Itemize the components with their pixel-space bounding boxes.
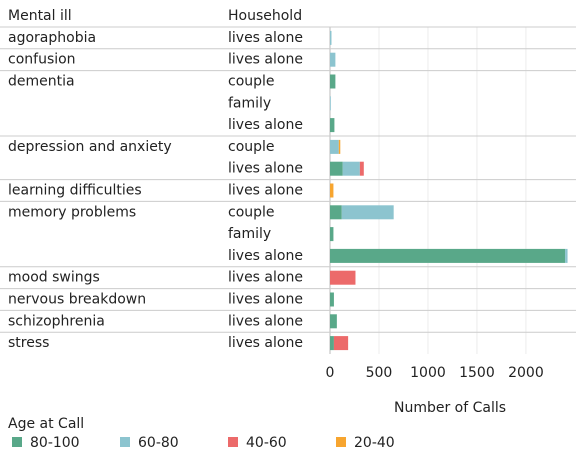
category-label: couple (228, 139, 275, 155)
bar-segment (330, 336, 334, 351)
category-label: lives alone (228, 52, 303, 68)
bar-segment (330, 161, 343, 176)
category-label: lives alone (228, 117, 303, 133)
bar-segment (330, 314, 337, 329)
bar-segment (330, 139, 339, 154)
bar-segment (342, 161, 360, 176)
bar-segment (330, 118, 335, 133)
category-label: couple (228, 204, 275, 220)
category-label: lives alone (228, 335, 303, 351)
category-label: lives alone (228, 30, 303, 46)
x-axis-label: Number of Calls (394, 400, 506, 416)
row-label: dementia (8, 74, 75, 90)
bar-segment (330, 248, 566, 263)
bar-segment (330, 183, 334, 198)
bar-segment (341, 205, 394, 220)
legend-label: 40-60 (246, 435, 287, 451)
category-label: lives alone (228, 161, 303, 177)
row-label: mood swings (8, 270, 100, 286)
legend-label: 60-80 (138, 435, 179, 451)
row-label: learning difficulties (8, 183, 142, 199)
row-header: Mental ill (8, 8, 72, 24)
legend-title: Age at Call (8, 416, 84, 432)
bar-segment (565, 248, 568, 263)
row-label: confusion (8, 52, 76, 68)
bar-segment (338, 139, 341, 154)
x-tick-label: 1500 (459, 365, 495, 381)
bar-segment (330, 74, 336, 89)
category-label: lives alone (228, 248, 303, 264)
bar-segment (330, 52, 336, 67)
bar-segment (330, 96, 331, 111)
bar-segment (330, 270, 356, 285)
x-tick-label: 2000 (508, 365, 544, 381)
row-label: nervous breakdown (8, 292, 146, 308)
category-label: lives alone (228, 183, 303, 199)
legend-label: 20-40 (354, 435, 395, 451)
row-label: schizophrenia (8, 313, 105, 329)
row-label: stress (8, 335, 49, 351)
row-label: memory problems (8, 204, 136, 220)
category-label: lives alone (228, 313, 303, 329)
category-header: Household (228, 8, 302, 24)
category-label: lives alone (228, 270, 303, 286)
category-label: family (228, 95, 271, 111)
bar-segment (359, 161, 364, 176)
bar-segment (330, 30, 332, 45)
category-label: family (228, 226, 271, 242)
row-label: agoraphobia (8, 30, 96, 46)
bar-segment (330, 205, 342, 220)
bar-segment (330, 292, 334, 307)
x-tick-label: 500 (366, 365, 393, 381)
x-tick-label: 0 (326, 365, 335, 381)
category-label: couple (228, 74, 275, 90)
category-label: lives alone (228, 292, 303, 308)
row-label: depression and anxiety (8, 139, 172, 155)
bar-segment (330, 227, 334, 242)
x-tick-label: 1000 (410, 365, 446, 381)
legend-swatch (12, 437, 22, 447)
bar-segment (333, 336, 349, 351)
legend-swatch (228, 437, 238, 447)
legend-swatch (336, 437, 346, 447)
legend-label: 80-100 (30, 435, 80, 451)
legend-swatch (120, 437, 130, 447)
